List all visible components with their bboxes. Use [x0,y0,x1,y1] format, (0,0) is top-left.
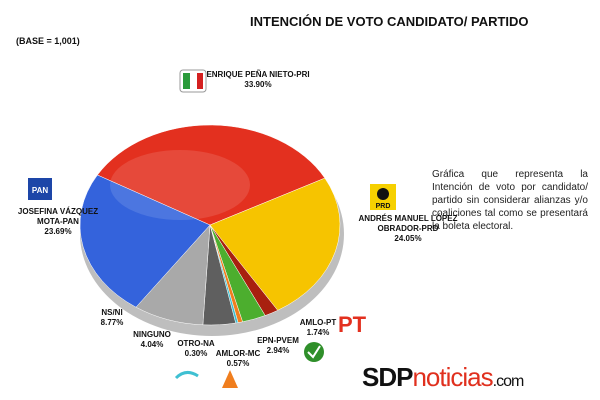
logo-na [174,371,199,380]
logo-text: PAN [32,186,49,195]
category-label: NS/NI [101,308,123,317]
value-label: 23.69% [44,227,72,236]
logo-text: PT [338,312,367,337]
pie-slice [209,177,341,311]
category-label: ENRIQUE PEÑA NIETO-PRI [206,70,310,79]
brand-text: .com [492,373,525,390]
logo-pt: PT [338,312,367,337]
pie-slice [79,174,211,308]
slice-label: AMLO-PT 1.74% [288,318,348,338]
category-label: JOSEFINA VÁZQUEZ MOTA-PAN [17,207,99,226]
category-label: OTRO-NA [177,339,215,348]
brand-text: SDP [362,362,413,392]
slice-label: JOSEFINA VÁZQUEZ MOTA-PAN 23.69% [8,207,108,237]
slice-label: ENRIQUE PEÑA NIETO-PRI 33.90% [203,70,313,90]
logo-prd: PRD [370,184,396,210]
description: Gráfica que representa la Intención de v… [432,169,588,232]
chart-subtitle: (BASE = 1,001) [16,36,80,46]
category-label: NINGUNO [133,330,171,339]
logo-mc [222,370,238,388]
slice-label: NINGUNO 4.04% [122,330,182,350]
chart-title: INTENCIÓN DE VOTO CANDIDATO/ PARTIDO [250,14,529,29]
brand-logo: SDPnoticias.com [362,362,525,393]
category-label: ANDRÉS MANUEL LÓPEZ OBRADOR-PRD [358,214,458,233]
value-label: 4.04% [140,340,164,349]
value-label: 24.05% [394,234,422,243]
slice-label: OTRO-NA 0.30% [166,339,226,359]
brand-text: noticias [412,362,493,392]
value-label: 33.90% [244,80,272,89]
slice-label: AMLOR-MC 0.57% [208,349,268,369]
category-label: AMLOR-MC [215,349,261,358]
logo-pvem [304,342,324,362]
value-label: 0.57% [226,359,250,368]
logo-text: PRD [376,203,391,210]
slice-label: NS/NI 8.77% [87,308,137,328]
slice-label: EPN-PVEM 2.94% [248,336,308,356]
value-label: 1.74% [306,328,330,337]
slice-label: ANDRÉS MANUEL LÓPEZ OBRADOR-PRD 24.05% [353,214,463,244]
category-label: EPN-PVEM [257,336,299,345]
value-label: 2.94% [266,346,290,355]
logo-pri [179,69,207,93]
value-label: 0.30% [184,349,208,358]
pie-gloss [110,150,250,220]
value-label: 8.77% [100,318,124,327]
category-label: AMLO-PT [299,318,337,327]
logo-pan: PAN [28,178,52,200]
pie [79,124,341,326]
